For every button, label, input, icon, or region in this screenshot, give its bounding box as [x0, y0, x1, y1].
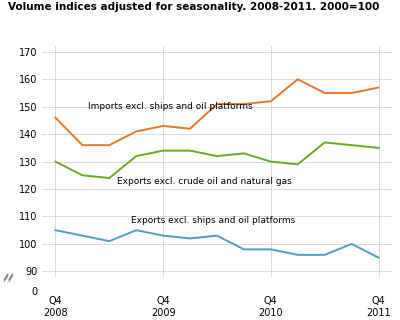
- Text: Exports excl. ships and oil platforms: Exports excl. ships and oil platforms: [131, 216, 295, 225]
- Text: Imports excl. ships and oil platforms: Imports excl. ships and oil platforms: [88, 102, 252, 111]
- Text: Exports excl. crude oil and natural gas: Exports excl. crude oil and natural gas: [117, 177, 292, 186]
- Text: Volume indices adjusted for seasonality. 2008-2011. 2000=100: Volume indices adjusted for seasonality.…: [8, 2, 379, 12]
